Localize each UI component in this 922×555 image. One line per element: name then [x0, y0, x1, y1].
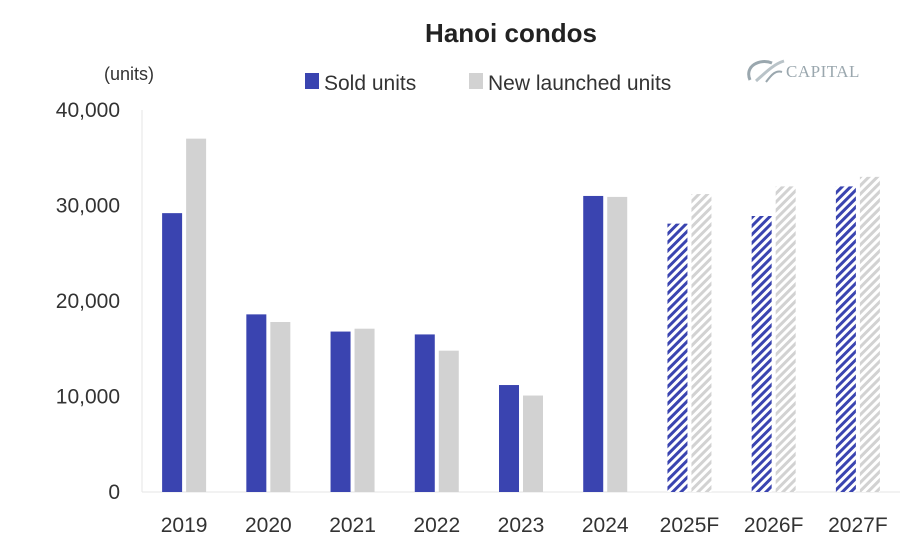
x-tick-label-2027f: 2027F	[828, 514, 888, 537]
bar-new-launched-units-2023	[523, 395, 543, 492]
x-tick-label-2026f: 2026F	[744, 514, 804, 537]
capital-logo: CAPITAL	[747, 59, 860, 83]
bar-new-launched-units-2021	[354, 328, 375, 492]
x-tick-label-2023: 2023	[498, 514, 545, 537]
bar-sold-units-2019	[162, 213, 183, 492]
y-tick-label-10-000: 10,000	[56, 386, 120, 409]
bar-sold-units-2024	[583, 195, 604, 492]
legend-label-new-launched-units: New launched units	[488, 72, 671, 95]
y-tick-label-0: 0	[108, 481, 120, 504]
bar-new-launched-units-2026f	[775, 186, 796, 492]
x-tick-label-2020: 2020	[245, 514, 292, 537]
bar-sold-units-2022	[414, 334, 435, 492]
x-tick-label-2025f: 2025F	[660, 514, 720, 537]
y-tick-label-20-000: 20,000	[56, 290, 120, 313]
bar-new-launched-units-2020	[270, 322, 291, 492]
bar-sold-units-2020	[246, 314, 267, 492]
bar-sold-units-2026f	[751, 216, 772, 492]
bar-new-launched-units-2024	[607, 196, 628, 492]
x-tick-label-2019: 2019	[161, 514, 208, 537]
bar-sold-units-2021	[330, 331, 351, 492]
chart-title: Hanoi condos	[425, 18, 597, 48]
bar-new-launched-units-2022	[438, 350, 459, 492]
y-axis-ticks: 0 10,000 20,000 30,000 40,000	[56, 99, 120, 504]
x-tick-label-2021: 2021	[329, 514, 376, 537]
bar-sold-units-2027f	[835, 186, 856, 492]
legend-label-sold-units: Sold units	[324, 72, 416, 95]
bar-new-launched-units-2019	[186, 138, 207, 492]
capital-logo-text: CAPITAL	[786, 62, 860, 81]
y-tick-label-30-000: 30,000	[56, 195, 120, 218]
bars	[162, 138, 880, 493]
bar-new-launched-units-2027f	[859, 176, 880, 492]
legend: Sold units New launched units	[305, 72, 671, 95]
bar-sold-units-2025f	[667, 223, 688, 492]
legend-swatch-new-launched-units	[469, 73, 483, 89]
y-tick-label-40-000: 40,000	[56, 99, 120, 122]
y-axis-unit-label: (units)	[104, 64, 154, 84]
x-tick-label-2024: 2024	[582, 514, 629, 537]
bar-sold-units-2023	[499, 385, 519, 492]
legend-swatch-sold-units	[305, 73, 319, 89]
x-axis-ticks: 2019 2020 2021 2022 2023 2024 2025F 2026F 2027F	[161, 514, 888, 537]
capital-logo-mark-icon	[747, 59, 785, 83]
x-tick-label-2022: 2022	[413, 514, 460, 537]
bar-new-launched-units-2025f	[691, 194, 712, 493]
